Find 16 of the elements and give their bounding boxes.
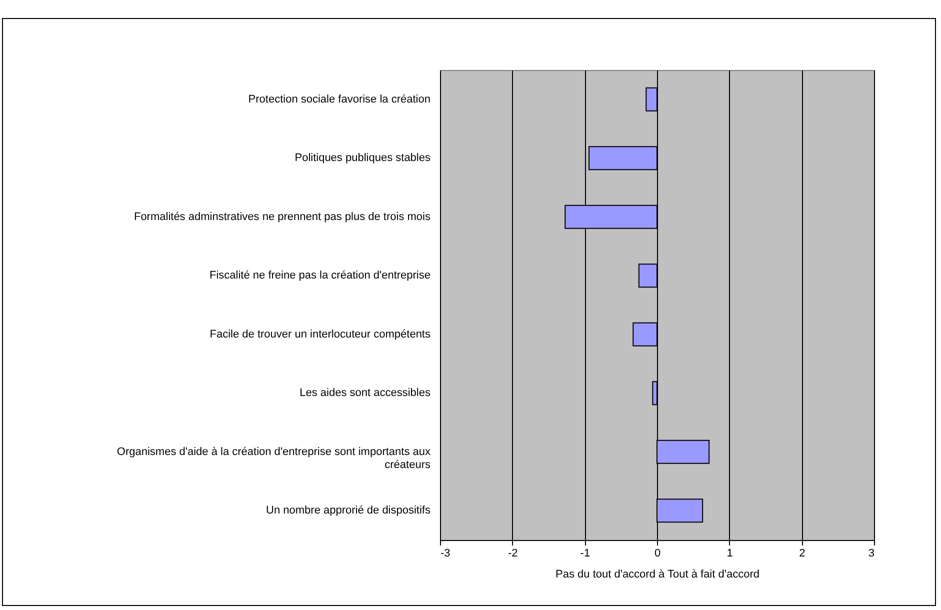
x-tick-label: -2	[508, 548, 518, 560]
y-tick-label: Organismes d'aide à la création d'entreprise sont importants aux créateurs	[116, 446, 431, 471]
y-tick-label: Les aides sont accessibles	[300, 387, 431, 400]
y-tick-label: Protection sociale favorise la création	[248, 93, 430, 106]
y-tick-label: Politiques publiques stables	[294, 152, 431, 164]
y-tick-label: Facile de trouver un interlocuteur compétents	[210, 328, 431, 340]
x-tick-label: -1	[580, 548, 590, 560]
x-tick-label: -3	[440, 548, 450, 560]
x-tick-label: 3	[868, 548, 874, 560]
y-tick-label: Fiscalité ne freine pas la création d'entreprise	[210, 270, 430, 282]
y-tick-label: Un nombre approrié de dispositifs	[266, 504, 431, 517]
x-tick-label: 0	[654, 548, 661, 560]
x-tick-label: 2	[799, 548, 806, 560]
x-tick-label: 1	[726, 548, 733, 560]
x-axis-title: Pas du tout d'accord à Tout à fait d'accord	[556, 568, 760, 580]
y-tick-label: Formalités adminstratives ne prennent pas plus de trois mois	[134, 210, 431, 223]
